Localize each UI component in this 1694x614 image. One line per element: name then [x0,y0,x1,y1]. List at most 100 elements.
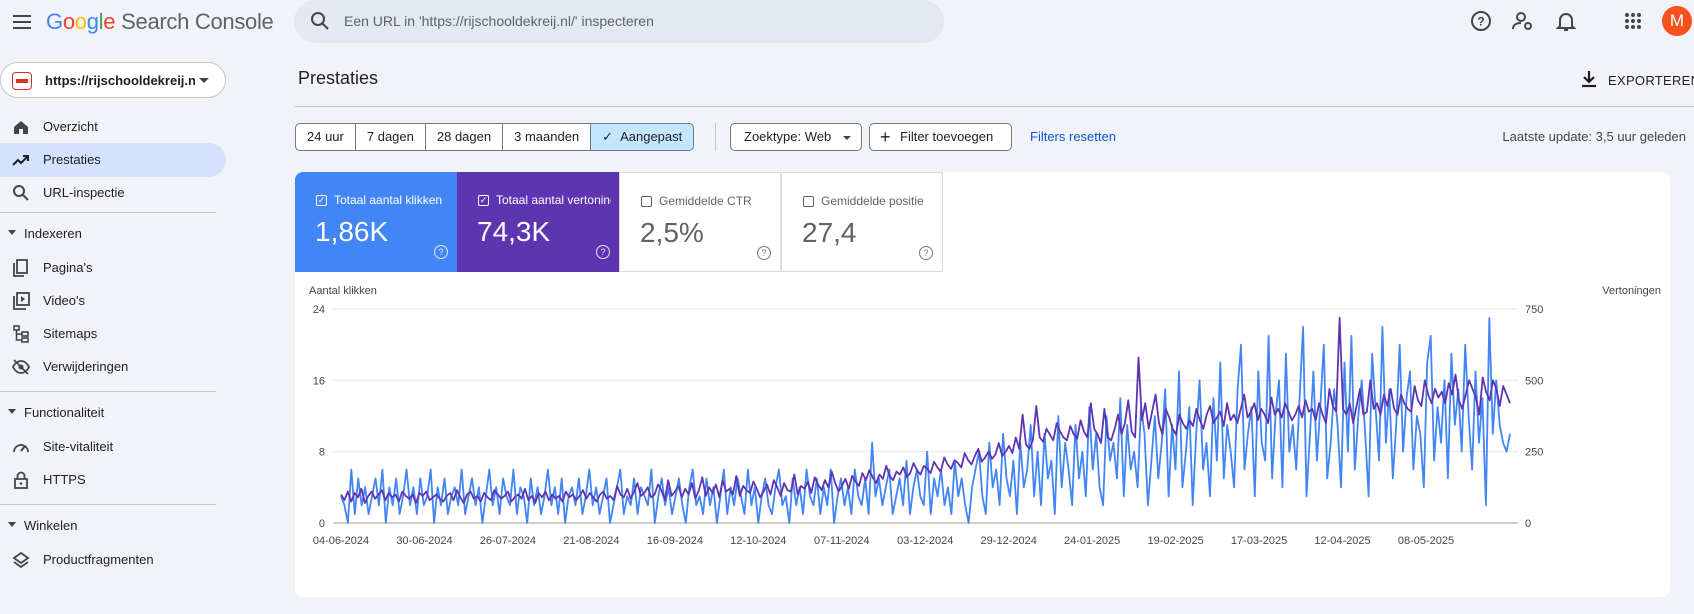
metric-average-ctr[interactable]: Gemiddelde CTR 2,5% ? [619,172,781,272]
sidebar-item-https[interactable]: HTTPS [0,463,226,497]
metric-average-position[interactable]: Gemiddelde positie 27,4 ? [781,172,943,272]
range-3m-button[interactable]: 3 maanden [503,123,592,151]
range-28d-button[interactable]: 28 dagen [425,123,504,151]
logo-letter: o [74,9,87,34]
divider [715,123,716,151]
checkbox-checked-icon[interactable]: ✓ [316,195,327,206]
metric-total-impressions[interactable]: ✓ Totaal aantal vertoningen 74,3K ? [457,172,619,272]
x-tick-label: 03-12-2024 [897,535,953,547]
y-left-tick-label: 0 [319,518,325,530]
search-type-dropdown[interactable]: Zoektype: Web [730,123,862,151]
y-right-axis-label: Vertoningen [1602,285,1661,297]
sidebar-item-overzicht[interactable]: Overzicht [0,110,226,144]
reset-filters-link[interactable]: Filters resetten [1030,129,1116,144]
x-tick-label: 21-08-2024 [563,535,619,547]
sidebar-item-site-vitaliteit[interactable]: Site-vitaliteit [0,430,226,464]
metric-value: 74,3K [477,216,551,247]
account-avatar[interactable]: M [1662,6,1692,36]
help-icon[interactable]: ? [757,246,771,260]
metric-total-clicks[interactable]: ✓ Totaal aantal klikken 1,86K ? [295,172,457,272]
logo-letter: o [62,9,75,34]
notifications-icon[interactable] [1553,8,1579,34]
svg-text:?: ? [1477,15,1484,29]
section-label: Winkelen [24,518,78,533]
sidebar-item-videos[interactable]: Video's [0,284,226,318]
checkbox-checked-icon[interactable]: ✓ [478,195,489,206]
url-inspect-input[interactable] [344,10,924,32]
divider [0,391,216,392]
x-tick-label: 12-04-2025 [1314,535,1370,547]
x-tick-label: 19-02-2025 [1147,535,1203,547]
section-winkelen[interactable]: Winkelen [0,514,226,538]
logo-letter: G [46,9,63,34]
trending-up-icon [12,155,29,166]
sitemap-icon [13,325,29,343]
y-left-tick-label: 24 [313,304,325,316]
plus-icon: + [880,127,891,147]
performance-card: ✓ Totaal aantal klikken 1,86K ? ✓ Totaal… [295,172,1670,597]
x-tick-label: 04-06-2024 [313,535,369,547]
export-button[interactable]: EXPORTEREN [1580,67,1694,93]
checkbox-unchecked-icon[interactable] [641,196,652,207]
x-tick-label: 08-05-2025 [1398,535,1454,547]
sidebar-item-sitemaps[interactable]: Sitemaps [0,317,226,351]
help-icon[interactable]: ? [919,246,933,260]
apps-grid-icon[interactable] [1620,8,1646,34]
speed-icon [13,444,29,453]
product-name: Search Console [121,9,274,34]
clicks-series-line [340,317,1511,524]
sidebar-item-productfragmenten[interactable]: Productfragmenten [0,543,226,577]
sidebar-item-label: Overzicht [43,119,98,134]
sidebar: https://rijschooldekreij.nl/ Overzicht P… [0,44,230,614]
chevron-down-icon [843,136,851,140]
collapse-triangle-icon [8,522,16,527]
help-icon[interactable]: ? [434,245,448,259]
collapse-triangle-icon [8,409,16,414]
sidebar-item-label: Site-vitaliteit [43,439,114,454]
sidebar-item-label: Pagina's [43,260,93,275]
collapse-triangle-icon [8,230,16,235]
sidebar-item-label: Productfragmenten [43,552,154,567]
checkbox-unchecked-icon[interactable] [803,196,814,207]
add-filter-button[interactable]: + Filter toevoegen [869,123,1012,151]
chevron-down-icon [199,78,209,83]
x-tick-label: 17-03-2025 [1231,535,1287,547]
help-icon[interactable]: ? [596,245,610,259]
site-favicon-icon [12,72,32,90]
x-tick-label: 29-12-2024 [981,535,1037,547]
x-tick-label: 30-06-2024 [396,535,452,547]
google-search-console-logo[interactable]: Google Search Console [46,9,274,35]
sidebar-item-prestaties[interactable]: Prestaties [0,143,226,177]
logo-letter: e [103,9,116,34]
range-24h-button[interactable]: 24 uur [295,123,356,151]
metric-value: 2,5% [640,217,704,248]
sidebar-item-paginas[interactable]: Pagina's [0,251,226,285]
url-inspect-search-bar[interactable] [294,0,944,43]
section-functionaliteit[interactable]: Functionaliteit [0,401,226,425]
lock-icon [14,471,28,489]
add-filter-label: Filter toevoegen [900,129,994,144]
sidebar-item-verwijderingen[interactable]: Verwijderingen [0,350,226,384]
sidebar-item-url-inspectie[interactable]: URL-inspectie [0,176,226,210]
search-icon [311,12,329,30]
section-label: Functionaliteit [24,405,105,420]
property-selector[interactable]: https://rijschooldekreij.nl/ [0,62,226,98]
range-custom-button[interactable]: Aangepast [591,123,695,151]
page-title: Prestaties [298,68,379,88]
section-indexeren[interactable]: Indexeren [0,222,226,246]
performance-chart: Aantal klikken Vertoningen 24 750 16 500 8 25… [309,285,1661,547]
main-content: Prestaties EXPORTEREN 24 uur 7 dagen 28 … [295,44,1694,614]
x-tick-label: 16-09-2024 [647,535,703,547]
metric-value: 27,4 [802,217,857,248]
help-icon[interactable]: ? [1468,8,1494,34]
range-7d-button[interactable]: 7 dagen [355,123,426,151]
manage-users-icon[interactable] [1510,8,1536,34]
metric-label: Totaal aantal klikken [334,193,443,207]
menu-icon[interactable] [10,10,34,34]
layers-icon [12,551,30,569]
logo-letter: l [98,9,104,34]
metric-label: Gemiddelde positie [821,194,924,208]
y-right-tick-label: 500 [1525,375,1543,387]
y-left-axis-label: Aantal klikken [309,285,377,297]
